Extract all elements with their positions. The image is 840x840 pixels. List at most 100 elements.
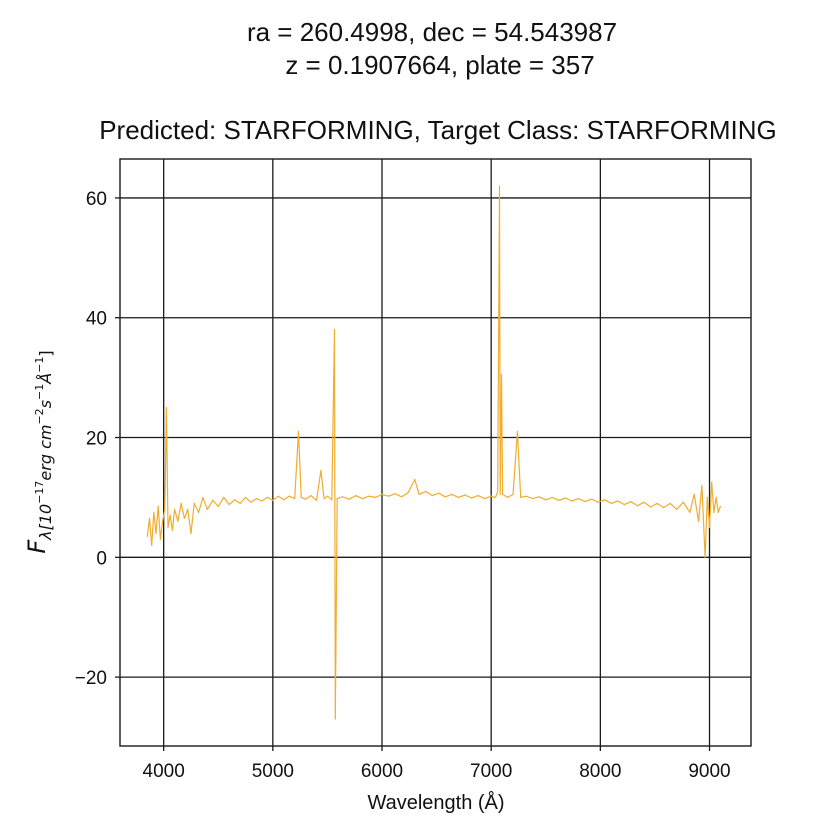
chart-subtitle: Predicted: STARFORMING, Target Class: ST… [99, 115, 777, 145]
spectrum-point [682, 501, 684, 503]
spectrum-point [151, 544, 153, 546]
spectrum-point [157, 505, 159, 507]
spectrum-point [497, 490, 499, 492]
spectrum-point [368, 495, 370, 497]
spectrum-point [484, 498, 486, 500]
x-tick-label: 6000 [361, 761, 403, 782]
spectrum-point [532, 498, 534, 500]
spectrum-point [348, 498, 350, 500]
spectrum-point [342, 496, 344, 498]
spectrum-point [711, 481, 713, 483]
spectrum-point [266, 496, 268, 498]
y-label-main: F [23, 539, 51, 554]
spectrum-point [294, 498, 296, 500]
spectrum-point [500, 374, 503, 376]
spectrum-line [146, 185, 721, 720]
spectrum-point [708, 526, 711, 529]
spectrum-point [394, 493, 396, 495]
spectrum-point [283, 499, 285, 501]
spectrum-point [498, 185, 501, 187]
spectrum-point [234, 499, 236, 501]
spectrum-point [477, 495, 479, 497]
spectrum-point [239, 502, 241, 504]
spectrum-point [169, 514, 171, 517]
spectrum-point [464, 494, 466, 496]
spectrum-point [183, 517, 185, 520]
y-tick-label: 60 [86, 189, 107, 210]
spectrum-point [180, 502, 182, 504]
spectrum-point [355, 495, 357, 497]
spectrum-point [272, 499, 274, 501]
spectrum-point [153, 511, 155, 513]
spectrum-point [198, 511, 200, 513]
spectrum-point [643, 501, 645, 503]
spectrum-point [650, 506, 652, 508]
spectrum-point [315, 499, 318, 501]
spectrum-point [719, 505, 722, 507]
y-label-exp4: −1 [33, 357, 46, 373]
spectrum-point [381, 493, 383, 495]
x-tick-label: 8000 [579, 761, 621, 782]
y-label-mid1: erg cm [36, 425, 55, 481]
svg-text:Fλ[10−17erg cm−2s−1Å−1]: Fλ[10−17erg cm−2s−1Å−1] [23, 350, 55, 553]
spectrum-point [571, 500, 573, 502]
spectrum-point [333, 329, 336, 331]
spectrum-point [577, 498, 580, 500]
spectrum-point [490, 495, 492, 497]
spectrum-point [698, 520, 700, 523]
x-axis-label: Wavelength (Å) [367, 791, 504, 814]
spectrum-point [167, 526, 169, 529]
spectrum-point [336, 498, 338, 500]
spectrum-point [706, 496, 708, 498]
y-label-mid3: Å [36, 373, 55, 385]
spectrum-point [277, 495, 279, 497]
spectrum-point [305, 498, 307, 500]
spectrum-point [165, 407, 167, 409]
spectrum-point [525, 495, 527, 497]
spectrum-point [512, 493, 514, 495]
y-tick-label: 20 [86, 429, 107, 450]
spectrum-point [610, 502, 612, 504]
spectrum-point [388, 495, 390, 497]
spectrum-point [374, 496, 377, 498]
x-tick-label: 5000 [252, 761, 294, 782]
spectrum-point [676, 508, 678, 510]
spectrum-point [261, 500, 263, 502]
spectrum-point [499, 493, 501, 495]
spectrum-point [597, 501, 599, 503]
spectrum-point [148, 517, 151, 520]
spectrum-point [361, 498, 363, 500]
spectrum-point [407, 492, 409, 494]
spectrum-point [507, 496, 509, 498]
spectrum-point [715, 496, 717, 498]
spectrum-point [202, 496, 204, 498]
spectrum-point [250, 501, 252, 503]
spectrum-point [212, 499, 214, 501]
spectrum-point [701, 484, 703, 486]
spectrum-point [310, 495, 312, 497]
y-tick-label: 40 [86, 309, 107, 330]
spectrum-point [323, 498, 325, 500]
spectrum-point [617, 500, 619, 502]
spectrum-series [146, 185, 722, 720]
spectrum-point [451, 493, 453, 495]
spectrum-point [623, 504, 626, 506]
spectrum-point [470, 497, 473, 499]
spectrum-point [438, 492, 440, 494]
spectrum-point [431, 495, 433, 497]
spectrum-point [584, 501, 586, 503]
spectrum-point [228, 504, 230, 506]
spectrum-point [564, 497, 567, 499]
spectrum-point [326, 495, 328, 497]
x-tick-label: 4000 [143, 761, 185, 782]
spectrum-point [669, 502, 671, 504]
spectrum-point [502, 493, 504, 495]
spectrum-point [545, 499, 547, 501]
spectrum-point [636, 505, 639, 507]
tick-labels: 4000 5000 6000 7000 8000 9000 −20 0 20 40 60 [75, 189, 731, 782]
spectrum-point [704, 556, 706, 558]
spectrum-point [494, 496, 497, 498]
spectrum-point [171, 529, 173, 532]
spectrum-point [689, 511, 691, 513]
